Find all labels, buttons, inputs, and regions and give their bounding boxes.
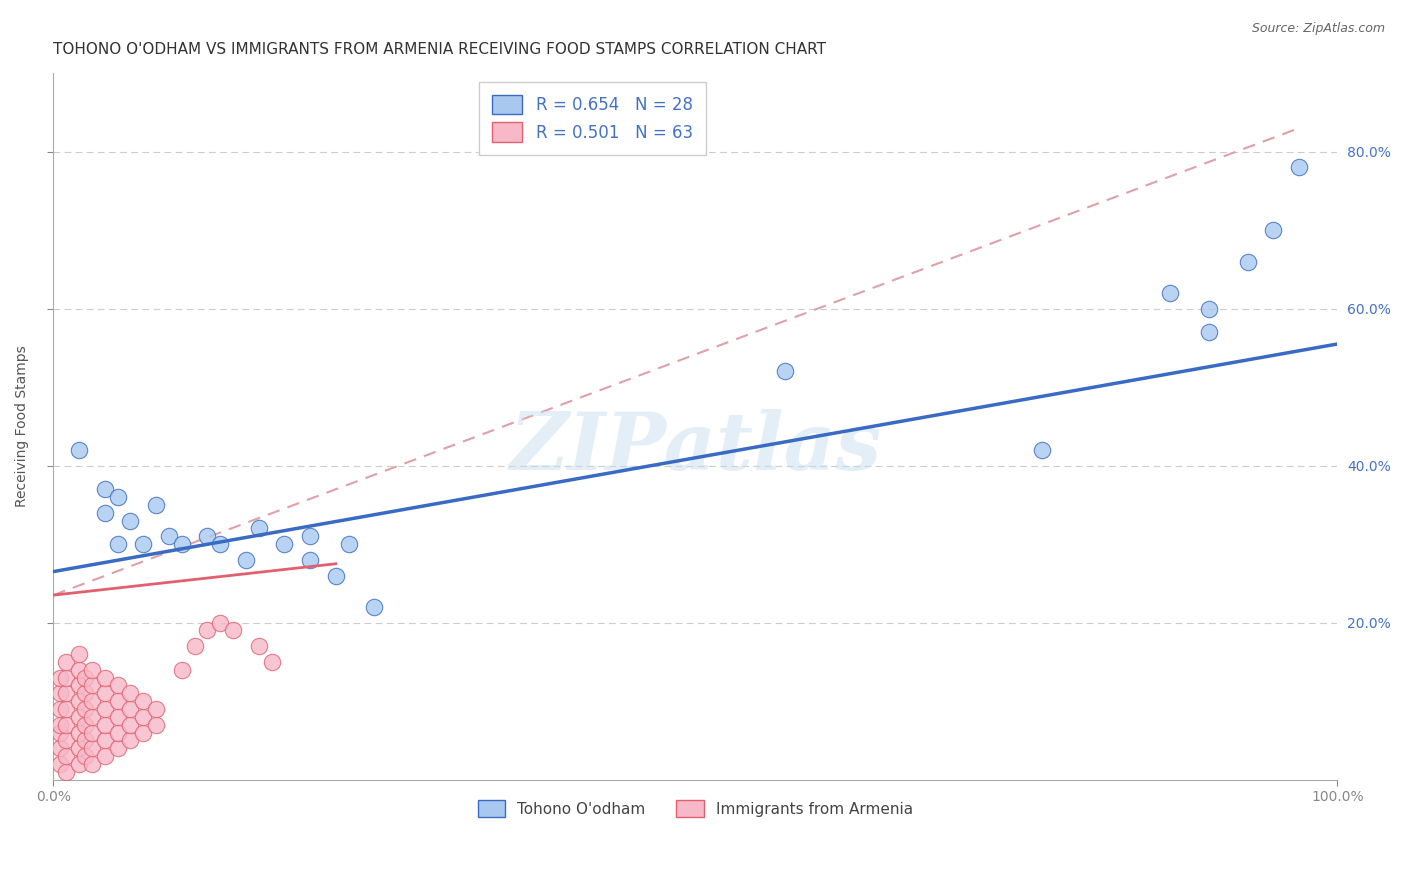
Point: [48, 717, 70, 731]
Point: [93, 686, 115, 700]
Point: [75, 749, 97, 764]
Point: [145, 717, 167, 731]
Point: [325, 568, 347, 582]
Point: [107, 710, 129, 724]
Point: [120, 514, 142, 528]
Point: [48, 741, 70, 756]
Point: [55, 717, 77, 731]
Point: [55, 733, 77, 747]
Point: [1031, 442, 1053, 457]
Point: [260, 655, 283, 669]
Point: [93, 717, 115, 731]
Point: [337, 537, 360, 551]
Point: [209, 537, 232, 551]
Point: [80, 710, 103, 724]
Point: [75, 671, 97, 685]
Point: [55, 686, 77, 700]
Point: [1198, 301, 1220, 316]
Point: [145, 498, 167, 512]
Point: [107, 490, 129, 504]
Point: [55, 671, 77, 685]
Point: [55, 764, 77, 779]
Point: [1288, 161, 1310, 175]
Point: [222, 624, 245, 638]
Point: [773, 364, 796, 378]
Point: [120, 702, 142, 716]
Text: TOHONO O'ODHAM VS IMMIGRANTS FROM ARMENIA RECEIVING FOOD STAMPS CORRELATION CHAR: TOHONO O'ODHAM VS IMMIGRANTS FROM ARMENI…: [53, 42, 827, 57]
Point: [80, 678, 103, 692]
Point: [93, 482, 115, 496]
Point: [75, 717, 97, 731]
Point: [80, 725, 103, 739]
Text: Source: ZipAtlas.com: Source: ZipAtlas.com: [1251, 22, 1385, 36]
Point: [235, 553, 257, 567]
Point: [48, 725, 70, 739]
Point: [107, 537, 129, 551]
Point: [132, 694, 155, 708]
Point: [67, 756, 90, 771]
Point: [48, 702, 70, 716]
Point: [67, 678, 90, 692]
Point: [67, 741, 90, 756]
Point: [157, 529, 180, 543]
Point: [75, 702, 97, 716]
Point: [247, 521, 270, 535]
Point: [107, 678, 129, 692]
Point: [80, 756, 103, 771]
Point: [67, 647, 90, 661]
Point: [1198, 325, 1220, 339]
Point: [299, 553, 322, 567]
Point: [107, 741, 129, 756]
Point: [48, 756, 70, 771]
Point: [1159, 285, 1181, 300]
Point: [55, 655, 77, 669]
Point: [75, 686, 97, 700]
Point: [197, 529, 219, 543]
Point: [170, 663, 193, 677]
Point: [197, 624, 219, 638]
Legend: Tohono O'odham, Immigrants from Armenia: Tohono O'odham, Immigrants from Armenia: [470, 792, 921, 825]
Point: [1263, 223, 1285, 237]
Y-axis label: Receiving Food Stamps: Receiving Food Stamps: [15, 345, 30, 508]
Point: [67, 725, 90, 739]
Point: [75, 733, 97, 747]
Point: [80, 741, 103, 756]
Point: [120, 733, 142, 747]
Point: [363, 599, 385, 614]
Text: ZIPatlas: ZIPatlas: [509, 409, 882, 486]
Point: [183, 639, 205, 653]
Point: [93, 506, 115, 520]
Point: [1236, 254, 1258, 268]
Point: [209, 615, 232, 630]
Point: [93, 749, 115, 764]
Point: [80, 663, 103, 677]
Point: [93, 702, 115, 716]
Point: [247, 639, 270, 653]
Point: [67, 663, 90, 677]
Point: [55, 749, 77, 764]
Point: [55, 702, 77, 716]
Point: [93, 671, 115, 685]
Point: [132, 710, 155, 724]
Point: [145, 702, 167, 716]
Point: [80, 694, 103, 708]
Point: [67, 710, 90, 724]
Point: [93, 733, 115, 747]
Point: [48, 671, 70, 685]
Point: [120, 686, 142, 700]
Point: [170, 537, 193, 551]
Point: [67, 442, 90, 457]
Point: [299, 529, 322, 543]
Point: [107, 725, 129, 739]
Point: [273, 537, 295, 551]
Point: [107, 694, 129, 708]
Point: [132, 537, 155, 551]
Point: [48, 686, 70, 700]
Point: [120, 717, 142, 731]
Point: [132, 725, 155, 739]
Point: [67, 694, 90, 708]
